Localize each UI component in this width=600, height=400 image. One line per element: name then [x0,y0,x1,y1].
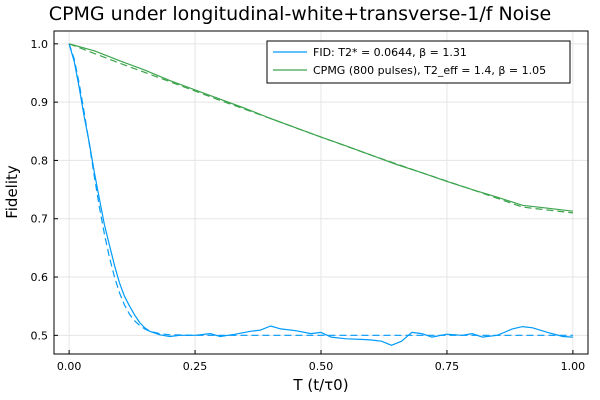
y-tick-label: 1.0 [31,38,49,51]
y-tick-label: 0.7 [31,213,49,226]
y-tick-label: 0.6 [31,271,49,284]
fit-line-2 [68,43,573,336]
y-axis: 0.5 0.6 0.7 0.8 0.9 1.0 [31,38,58,342]
chart-title: CPMG under longitudinal-white+transverse… [49,3,551,25]
legend-box [266,40,571,84]
y-tick-label: 0.9 [31,96,49,109]
series-layer [68,43,573,346]
legend-label: FID: T2* = 0.0644, β = 1.31 [313,46,467,59]
x-axis: 0.00 0.25 0.50 0.75 1.00 [57,350,585,373]
x-tick-label: 0.50 [309,360,334,373]
y-tick-label: 0.5 [31,329,49,342]
fit-line-3 [68,43,573,214]
series-line-0 [68,43,573,346]
x-axis-title: T (t/τ0) [292,376,348,394]
legend: FID: T2* = 0.0644, β = 1.31 CPMG (800 pul… [266,40,571,84]
x-tick-label: 0.75 [435,360,460,373]
x-tick-label: 1.00 [561,360,586,373]
y-tick-label: 0.8 [31,154,49,167]
x-tick-label: 0.00 [57,360,82,373]
x-tick-label: 0.25 [183,360,208,373]
y-axis-title: Fidelity [3,165,21,219]
legend-label: CPMG (800 pulses), T2_eff = 1.4, β = 1.0… [313,64,546,77]
